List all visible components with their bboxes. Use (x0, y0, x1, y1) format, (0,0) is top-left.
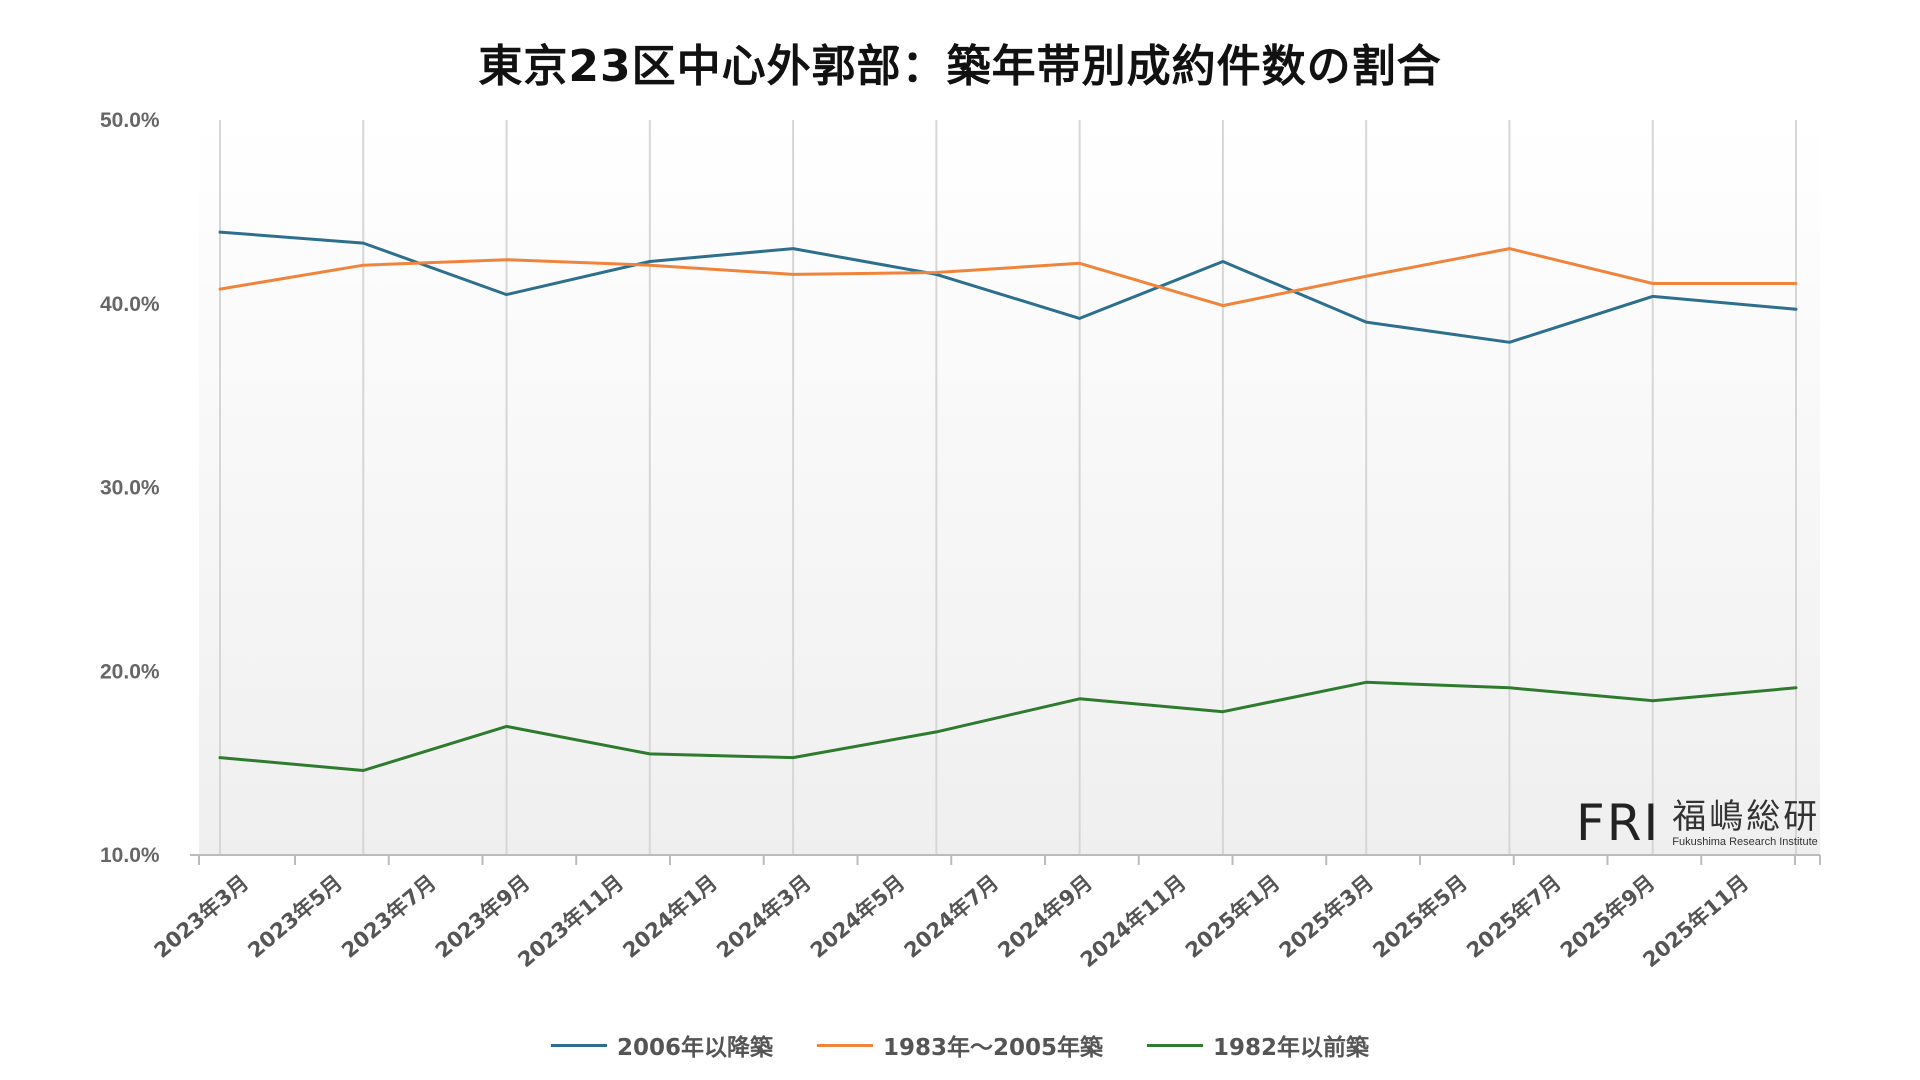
legend-item-1982: 1982年以前築 (1147, 1028, 1369, 1062)
x-tick-label: 2024年5月 (806, 870, 910, 962)
x-tick-label: 2023年3月 (150, 870, 254, 962)
x-tick-label: 2023年7月 (337, 870, 441, 962)
x-tick-label: 2025年3月 (1275, 870, 1379, 962)
series-lines (218, 230, 1798, 772)
series-line-2 (218, 680, 1798, 772)
legend-swatch (1147, 1043, 1204, 1047)
fri-logo: FRI 福嶋総研 Fukushima Research Institute (1576, 798, 1820, 848)
x-tick-label: 2025年5月 (1368, 870, 1472, 962)
logo-mark: FRI (1576, 794, 1661, 852)
series-line-0 (218, 230, 1798, 344)
x-tick-label: 2023年5月 (243, 870, 347, 962)
legend-label: 1983年～2005年築 (882, 1035, 1104, 1061)
chart-title: 東京23区中心外郭部：築年帯別成約件数の割合 (478, 41, 1442, 92)
legend-item-2006: 2006年以降築 (550, 1028, 773, 1062)
y-tick-label: 20.0% (100, 660, 160, 683)
legend-item-1983-2005: 1983年～2005年築 (816, 1028, 1104, 1062)
x-axis (190, 854, 1821, 865)
legend-swatch (816, 1043, 873, 1047)
x-tick-labels: 2023年3月2023年5月2023年7月2023年9月2023年11月2024… (150, 870, 1754, 972)
logo-name-en: Fukushima Research Institute (1672, 836, 1818, 848)
y-axis: 10.0% 20.0% 30.0% 40.0% 50.0% (100, 109, 160, 867)
legend-label: 2006年以降築 (616, 1035, 773, 1061)
legend: 2006年以降築 1983年～2005年築 1982年以前築 (0, 1028, 1920, 1062)
y-tick-label: 50.0% (100, 109, 160, 132)
y-tick-label: 30.0% (100, 477, 160, 500)
x-tick-label: 2024年1月 (618, 870, 722, 962)
grid-lines (219, 120, 1797, 855)
logo-text: 福嶋総研 Fukushima Research Institute (1672, 798, 1820, 848)
y-tick-label: 40.0% (100, 293, 160, 316)
legend-label: 1982年以前築 (1213, 1035, 1370, 1061)
x-tick-label: 2025年7月 (1462, 870, 1566, 962)
x-tick-label: 2024年3月 (712, 870, 816, 962)
y-tick-label: 10.0% (100, 844, 160, 867)
x-tick-label: 2024年7月 (900, 870, 1004, 962)
legend-swatch (550, 1043, 607, 1047)
x-tick-label: 2025年1月 (1181, 870, 1285, 962)
plot-area (199, 120, 1820, 855)
logo-name-jp: 福嶋総研 (1672, 797, 1821, 837)
series-line-1 (218, 247, 1798, 308)
